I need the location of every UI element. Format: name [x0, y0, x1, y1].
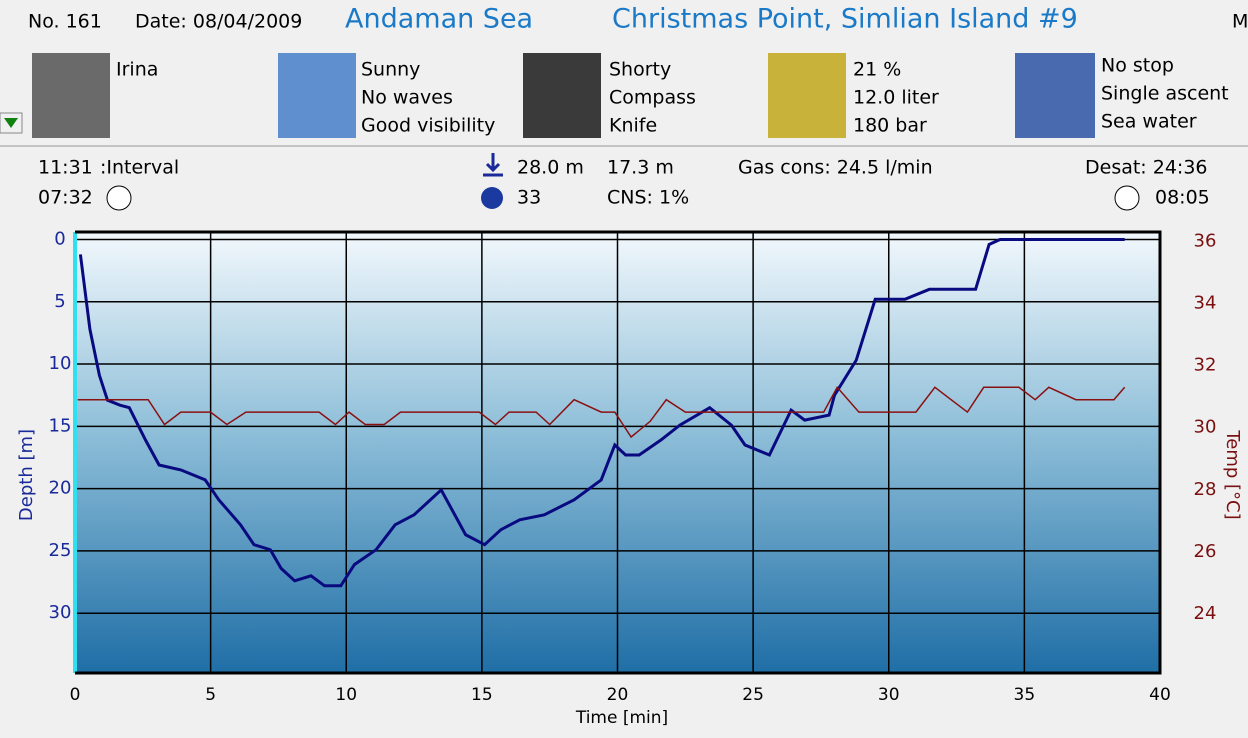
stat-desat: Desat: 24:36 — [1085, 157, 1208, 179]
y-tick-label: 15 — [49, 415, 72, 436]
stat-cns: CNS: 1% — [607, 187, 689, 209]
info-dive: No stop — [1101, 55, 1174, 77]
y-tick-label: 10 — [49, 353, 72, 374]
y-axis-label: Depth [m] — [16, 429, 37, 521]
info-gas: 12.0 liter — [853, 87, 939, 109]
y-tick-label: 20 — [49, 478, 72, 499]
info-gas: 180 bar — [853, 115, 927, 137]
info-conditions: Sunny — [361, 59, 420, 81]
y-tick-label: 5 — [54, 291, 65, 312]
x-tick-label: 10 — [335, 685, 357, 705]
x-tick-label: 40 — [1149, 685, 1171, 705]
y2-tick-label: 36 — [1194, 230, 1217, 251]
stat-end-time: 08:05 — [1155, 187, 1210, 209]
dive-date: Date: 08/04/2009 — [135, 11, 302, 33]
clock-icon — [106, 185, 132, 211]
stat-max-depth: 28.0 m — [517, 157, 584, 179]
depth-icon — [483, 153, 503, 177]
equipment-icon — [523, 53, 601, 138]
clock-icon — [1114, 185, 1140, 211]
buddy-icon — [32, 53, 110, 138]
y2-tick-label: 32 — [1194, 355, 1217, 376]
info-dive: Single ascent — [1101, 83, 1229, 105]
y-tick-label: 0 — [54, 228, 65, 249]
x-tick-label: 30 — [878, 685, 900, 705]
series-line — [77, 385, 1126, 439]
y2-tick-label: 34 — [1194, 292, 1217, 313]
dive-region: Andaman Sea — [345, 4, 533, 35]
dive-number: No. 161 — [28, 11, 102, 33]
dive-icon — [1015, 53, 1095, 138]
info-buddy: Irina — [116, 59, 158, 81]
info-equipment: Shorty — [609, 59, 671, 81]
info-gas: 21 % — [853, 59, 901, 81]
stat-avg-depth: 17.3 m — [607, 157, 674, 179]
info-conditions: No waves — [361, 87, 453, 109]
x-tick-label: 25 — [742, 685, 764, 705]
stat-interval-label: :Interval — [100, 157, 179, 179]
y2-axis-label: Temp [°C] — [1222, 429, 1243, 519]
y-tick-label: 25 — [49, 540, 72, 561]
stat-avg-time: 33 — [517, 187, 541, 209]
weather-icon — [278, 53, 356, 138]
dive-site: Christmas Point, Simlian Island #9 — [612, 4, 1078, 35]
y2-tick-label: 28 — [1194, 479, 1217, 500]
y2-tick-label: 24 — [1194, 603, 1217, 624]
dropdown-arrow — [4, 118, 18, 128]
gas-icon — [768, 53, 846, 138]
x-tick-label: 5 — [205, 685, 216, 705]
info-dive: Sea water — [1101, 111, 1197, 133]
stat-surface-time: 11:31 — [38, 157, 93, 179]
x-axis-label: Time [min] — [575, 708, 668, 728]
stat-duration: 07:32 — [38, 187, 93, 209]
plot-border — [75, 230, 1162, 675]
x-tick-label: 20 — [607, 685, 629, 705]
info-equipment: Compass — [609, 87, 696, 109]
series-line — [78, 238, 1125, 588]
y2-tick-label: 30 — [1194, 417, 1217, 438]
stat-gas-cons: Gas cons: 24.5 l/min — [738, 157, 933, 179]
info-equipment: Knife — [609, 115, 657, 137]
x-tick-label: 35 — [1014, 685, 1036, 705]
info-conditions: Good visibility — [361, 115, 495, 137]
x-tick-label: 15 — [471, 685, 493, 705]
x-tick-label: 0 — [70, 685, 81, 705]
y-tick-label: 30 — [49, 602, 72, 623]
y2-tick-label: 26 — [1194, 541, 1217, 562]
avg-icon — [481, 187, 503, 209]
header-cut: M — [1232, 11, 1248, 33]
